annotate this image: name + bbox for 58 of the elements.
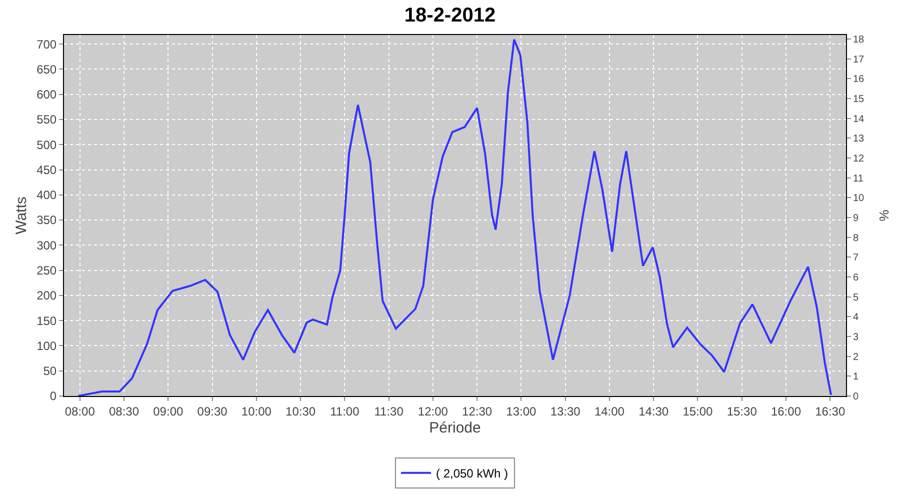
x-tick-label: 10:00 [241,404,272,418]
y2-tick-label: 17 [853,54,865,66]
y-tick-label: 150 [36,314,57,328]
y-tick-label: 600 [36,88,57,102]
x-tick-label: 09:00 [153,404,184,418]
y2-tick-label: 16 [853,74,865,86]
y-tick-label: 50 [43,364,57,378]
y2-tick-label: 15 [853,94,865,105]
y-tick-label: 200 [36,288,57,303]
y2-tick-label: 5 [853,292,859,304]
x-tick-label: 15:00 [682,404,714,418]
y-tick-label: 700 [36,37,57,52]
y2-axis-title: % [876,209,892,222]
legend-label: ( 2,050 kWh ) [436,466,508,481]
line-series [77,38,832,396]
y2-tick-label: 8 [853,232,859,244]
x-tick-label: 09:30 [197,404,228,418]
x-tick-label: 08:30 [109,404,140,418]
y-tick-label: 550 [36,112,57,127]
x-tick-label: 16:30 [815,404,846,418]
y2-tick-label: 0 [853,392,859,402]
y2-tick-label: 7 [853,252,859,264]
y-tick-label: 450 [36,162,57,177]
x-tick-label: 16:00 [770,404,802,418]
x-tick-label: 13:30 [550,404,581,418]
x-tick-label: 14:00 [594,404,625,418]
y-tick-label: 100 [36,338,57,353]
y2-tick-label: 13 [853,134,865,145]
y-axis-title: Watts [12,196,30,234]
y2-tick-label: 4 [853,312,859,324]
y2-tick-label: 18 [853,34,865,46]
x-tick-label: 11:30 [374,404,404,418]
y2-tick-label: 14 [853,114,865,125]
y-tick-label: 350 [36,213,57,228]
x-tick-label: 10:30 [286,404,316,418]
y-tick-label: 400 [36,188,57,202]
y2-tick-label: 2 [853,352,859,363]
y2-tick-label: 11 [853,173,864,184]
y-tick-label: 500 [36,138,57,152]
y2-tick-label: 6 [853,272,859,284]
x-tick-label: 12:00 [418,404,448,418]
x-tick-label: 08:00 [64,404,96,418]
y2-tick-label: 3 [853,332,859,343]
x-tick-label: 13:00 [506,404,537,418]
x-tick-label: 14:30 [638,404,669,418]
x-tick-label: 11:00 [330,404,360,418]
y2-tick-label: 12 [853,153,865,164]
x-axis-title: Période [429,419,481,436]
y-tick-label: 650 [36,62,57,76]
x-tick-label: 15:30 [726,404,758,418]
y2-tick-label: 9 [853,212,859,224]
x-tick-label: 12:30 [462,404,492,418]
y-tick-label: 250 [36,264,57,278]
y-tick-label: 0 [50,389,57,404]
y2-tick-label: 1 [853,372,859,383]
y2-tick-label: 10 [853,193,865,204]
chart-title: 18-2-2012 [404,4,496,26]
y-tick-label: 300 [36,238,57,252]
